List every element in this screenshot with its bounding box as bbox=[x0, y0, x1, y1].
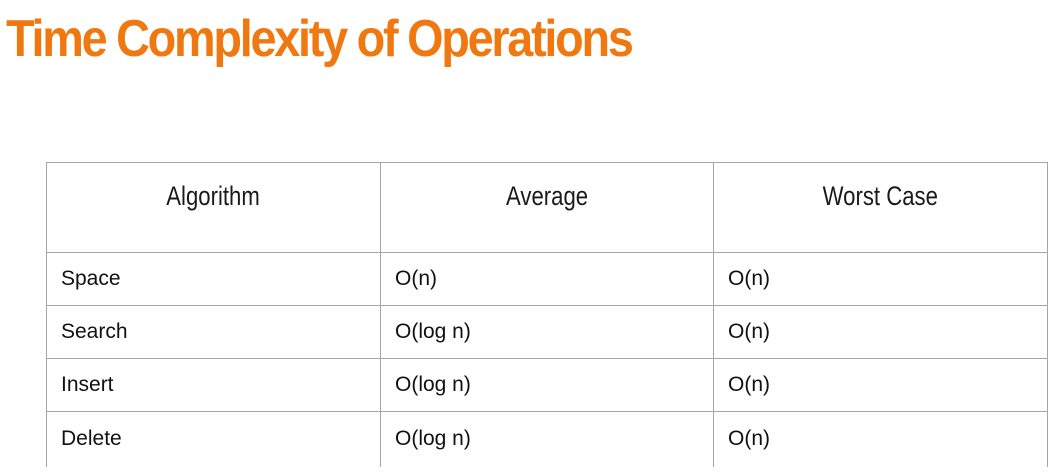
table-row: Delete O(log n) O(n) bbox=[46, 411, 1048, 467]
header-worst-case: Worst Case bbox=[713, 162, 1048, 253]
cell-worst-case: O(n) bbox=[713, 305, 1048, 359]
cell-average: O(log n) bbox=[380, 411, 714, 467]
table-row: Insert O(log n) O(n) bbox=[46, 358, 1048, 412]
complexity-table: Algorithm Average Worst Case Space O(n) … bbox=[46, 162, 1048, 467]
cell-worst-case: O(n) bbox=[713, 411, 1048, 467]
cell-operation: Space bbox=[46, 252, 381, 306]
cell-worst-case: O(n) bbox=[713, 252, 1048, 306]
cell-worst-case: O(n) bbox=[713, 358, 1048, 412]
cell-average: O(log n) bbox=[380, 358, 714, 412]
cell-operation: Search bbox=[46, 305, 381, 359]
header-average: Average bbox=[380, 162, 714, 253]
page-title: Time Complexity of Operations bbox=[6, 10, 634, 68]
table-row: Search O(log n) O(n) bbox=[46, 305, 1048, 359]
cell-operation: Insert bbox=[46, 358, 381, 412]
cell-operation: Delete bbox=[46, 411, 381, 467]
cell-average: O(n) bbox=[380, 252, 714, 306]
cell-average: O(log n) bbox=[380, 305, 714, 359]
table-row: Space O(n) O(n) bbox=[46, 252, 1048, 306]
table-header-row: Algorithm Average Worst Case bbox=[46, 162, 1048, 253]
header-algorithm: Algorithm bbox=[46, 162, 381, 253]
